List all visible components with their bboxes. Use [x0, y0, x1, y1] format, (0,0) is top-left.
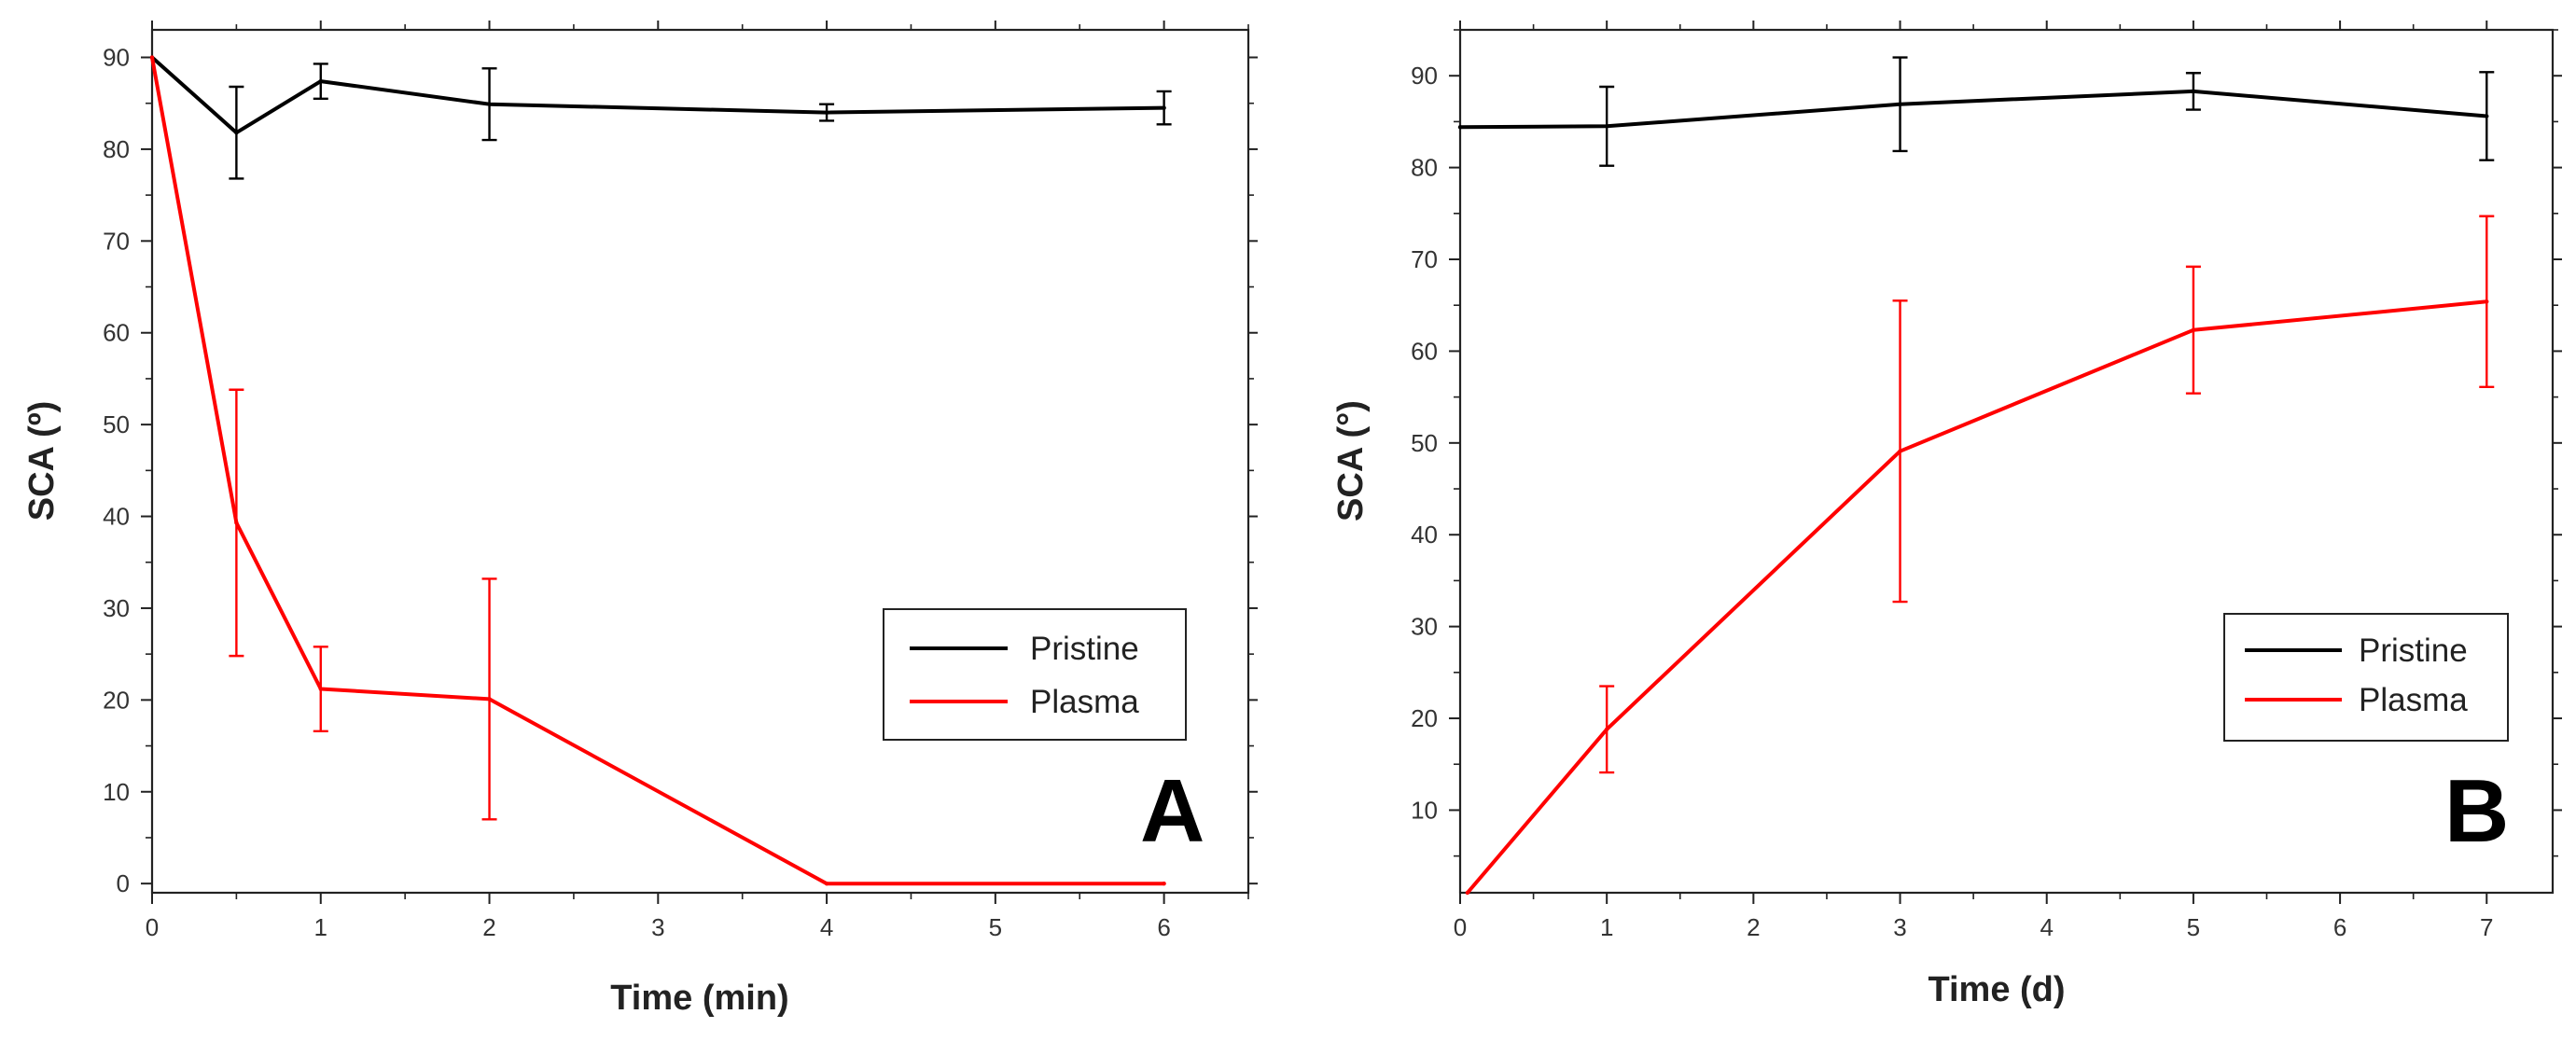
x-tick-label: 6: [2333, 913, 2346, 941]
data-point-pristine: [2191, 89, 2196, 94]
y-tick-label: 20: [1411, 704, 1438, 732]
legend-label-pristine-a: Pristine: [1030, 631, 1139, 667]
y-tick-label: 10: [103, 778, 130, 806]
data-point-plasma: [1898, 449, 1902, 453]
legend-label-plasma-a: Plasma: [1030, 684, 1139, 720]
data-point-plasma: [487, 697, 492, 702]
y-tick-label: 40: [1411, 521, 1438, 549]
x-tick-label: 5: [989, 913, 1002, 941]
x-tick-label: 4: [820, 913, 833, 941]
data-point-pristine: [318, 78, 323, 84]
x-tick-label: 7: [2480, 913, 2493, 941]
y-tick-label: 30: [103, 594, 130, 622]
plot-frame-a: [150, 28, 1250, 895]
legend-a: Pristine Plasma: [883, 608, 1187, 741]
x-tick-label: 3: [1893, 913, 1906, 941]
data-point-plasma: [234, 521, 239, 525]
y-tick-label: 60: [103, 319, 130, 347]
x-axis-title-a: Time (min): [610, 979, 788, 1018]
x-tick-label: 1: [314, 913, 327, 941]
legend-box-a: [883, 608, 1187, 741]
data-point-pristine: [1162, 105, 1166, 110]
data-point-plasma: [2485, 299, 2489, 304]
legend-label-pristine-b: Pristine: [2359, 632, 2468, 669]
x-tick-label: 2: [482, 913, 495, 941]
x-tick-label: 1: [1600, 913, 1613, 941]
y-tick-label: 90: [1411, 62, 1438, 90]
legend-label-plasma-b: Plasma: [2359, 682, 2468, 718]
plot-frame-b: [1458, 28, 2555, 895]
y-tick-label: 30: [1411, 613, 1438, 641]
data-point-pristine: [487, 102, 492, 106]
x-tick-label: 6: [1157, 913, 1170, 941]
data-point-plasma: [1604, 727, 1609, 732]
x-axis-title-b: Time (d): [1928, 970, 2065, 1009]
legend-b: Pristine Plasma: [2223, 613, 2509, 742]
data-point-pristine: [1457, 125, 1463, 130]
y-tick-label: 80: [1411, 154, 1438, 182]
data-point-pristine: [2485, 114, 2489, 118]
y-tick-label: 50: [103, 410, 130, 438]
y-tick-label: 10: [1411, 796, 1438, 824]
data-point-plasma: [318, 687, 323, 691]
y-axis-title-a: SCA (º): [22, 401, 62, 521]
data-point-plasma: [149, 55, 155, 60]
data-point-plasma: [1162, 881, 1166, 886]
data-point-pristine: [234, 131, 239, 135]
panel-letter-a: A: [1140, 761, 1204, 861]
panel-b: 0 1 2 3 4 5 6 7 10 20 30 40 50 60 70 80 90 Time (d) SCA …: [1331, 21, 2562, 1009]
series-group-b: [1457, 56, 2495, 896]
series-line-plasma: [1466, 299, 2487, 895]
axis-ticks-b: 0 1 2 3 4 5 6 7 10 20 30 40 50 60 70 80 90: [1411, 21, 2562, 941]
x-tick-label: 2: [1747, 913, 1760, 941]
series-group-a: [149, 55, 1172, 886]
series-line-plasma: [150, 57, 1164, 886]
y-axis-title-b: SCA (°): [1331, 400, 1371, 521]
y-tick-label: 40: [103, 503, 130, 531]
legend-box-b: [2223, 613, 2509, 742]
data-point-pristine: [1898, 102, 1902, 106]
panel-letter-b: B: [2444, 761, 2509, 861]
y-tick-label: 60: [1411, 337, 1438, 365]
y-tick-label: 80: [103, 135, 130, 163]
y-tick-label: 50: [1411, 429, 1438, 457]
data-point-plasma: [824, 881, 829, 886]
data-point-pristine: [1604, 124, 1609, 129]
series-line-pristine: [150, 56, 1164, 135]
data-point-plasma: [1465, 890, 1470, 896]
y-tick-label: 0: [117, 869, 130, 897]
x-tick-label: 0: [146, 913, 159, 941]
data-point-plasma: [2191, 327, 2196, 332]
x-tick-label: 0: [1454, 913, 1467, 941]
x-tick-label: 4: [2040, 913, 2053, 941]
y-tick-label: 20: [103, 686, 130, 714]
y-tick-label: 70: [103, 227, 130, 255]
y-tick-label: 90: [103, 44, 130, 72]
x-tick-label: 3: [651, 913, 664, 941]
x-tick-label: 5: [2187, 913, 2200, 941]
data-point-pristine: [824, 110, 829, 115]
series-line-pristine: [1459, 89, 2487, 130]
y-tick-label: 70: [1411, 245, 1438, 273]
